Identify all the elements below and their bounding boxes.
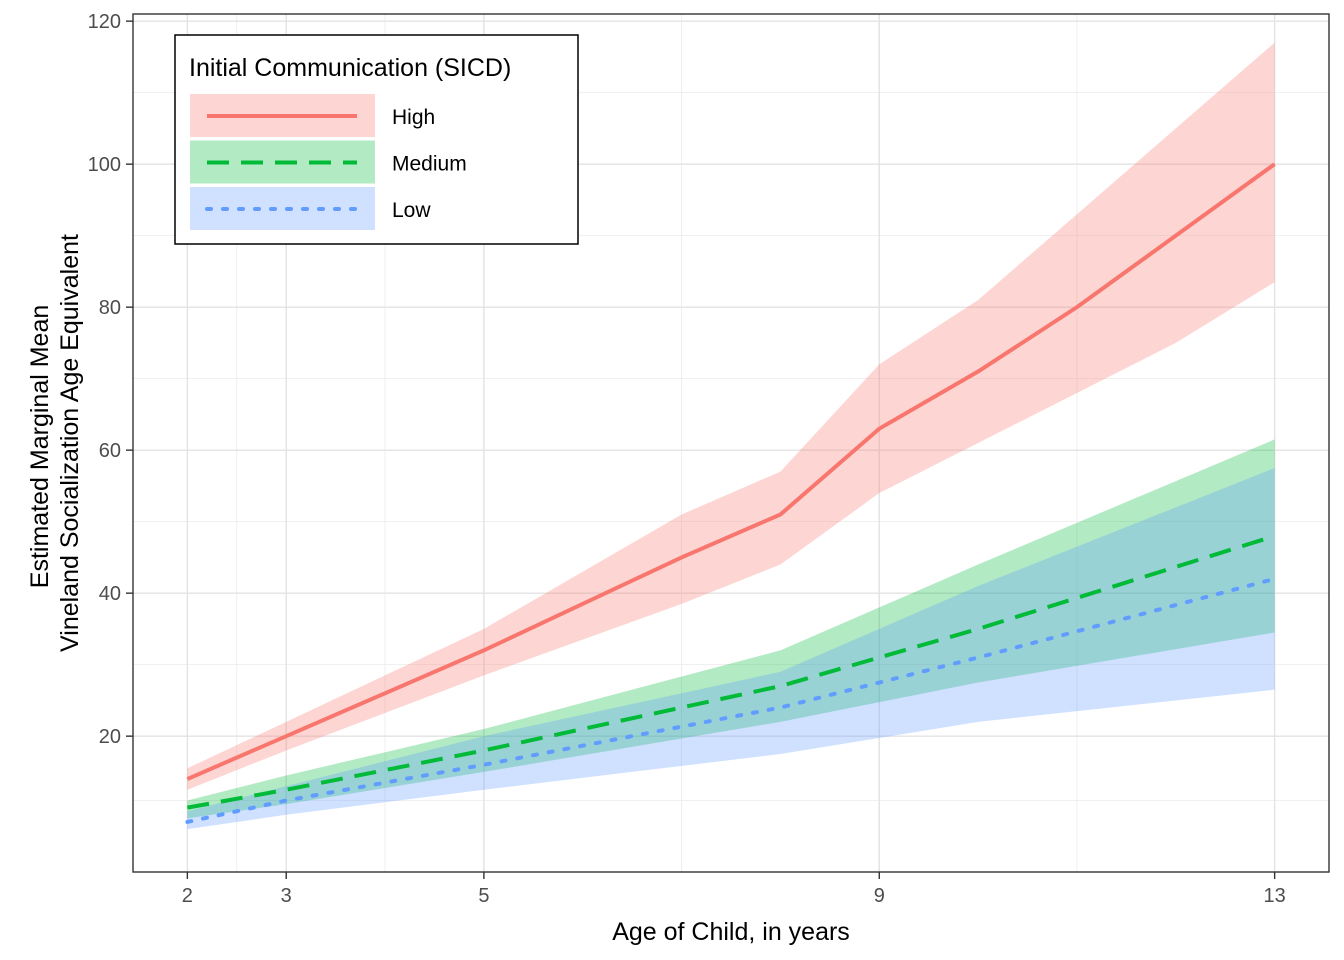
y-tick-label: 40: [99, 583, 121, 605]
y-axis-title-line-1: Estimated Marginal Mean: [26, 305, 54, 588]
y-tick-label: 100: [88, 154, 121, 176]
legend-label-medium: Medium: [392, 153, 467, 176]
line-medium: [187, 534, 1276, 810]
legend-key-low: [190, 187, 375, 230]
legend-keys: High Medium Low: [190, 94, 467, 230]
x-tick-label: 3: [281, 885, 292, 907]
line-high: [186, 162, 1276, 781]
line-low: [185, 576, 1277, 824]
x-tick-label: 13: [1264, 885, 1286, 907]
x-tick-label: 2: [182, 885, 193, 907]
band-medium: [187, 439, 1275, 819]
y-tick-label: 80: [99, 297, 121, 319]
legend: Initial Communication (SICD) High Medium L…: [174, 34, 579, 245]
plot-border: [132, 13, 1330, 873]
confidence-bands: [187, 42, 1275, 830]
y-axis-title-line-2: Vineland Socialization Age Equivalent: [56, 234, 84, 652]
x-tick-label: 5: [478, 885, 489, 907]
y-axis-title: Estimated Marginal Mean Vineland Sociali…: [26, 234, 84, 652]
y-tick-label: 120: [88, 11, 121, 33]
series-lines: [185, 162, 1277, 824]
band-low: [187, 468, 1275, 830]
x-axis-title: Age of Child, in years: [612, 918, 850, 946]
y-tick-label: 20: [99, 726, 121, 748]
legend-label-low: Low: [392, 199, 431, 222]
legend-label-high: High: [392, 106, 435, 129]
x-tick-label: 9: [874, 885, 885, 907]
y-tick-label: 60: [99, 440, 121, 462]
legend-title: Initial Communication (SICD): [189, 54, 511, 82]
axes: 2 3 5 9 13 20 40 60 80 100 120: [88, 11, 1286, 907]
